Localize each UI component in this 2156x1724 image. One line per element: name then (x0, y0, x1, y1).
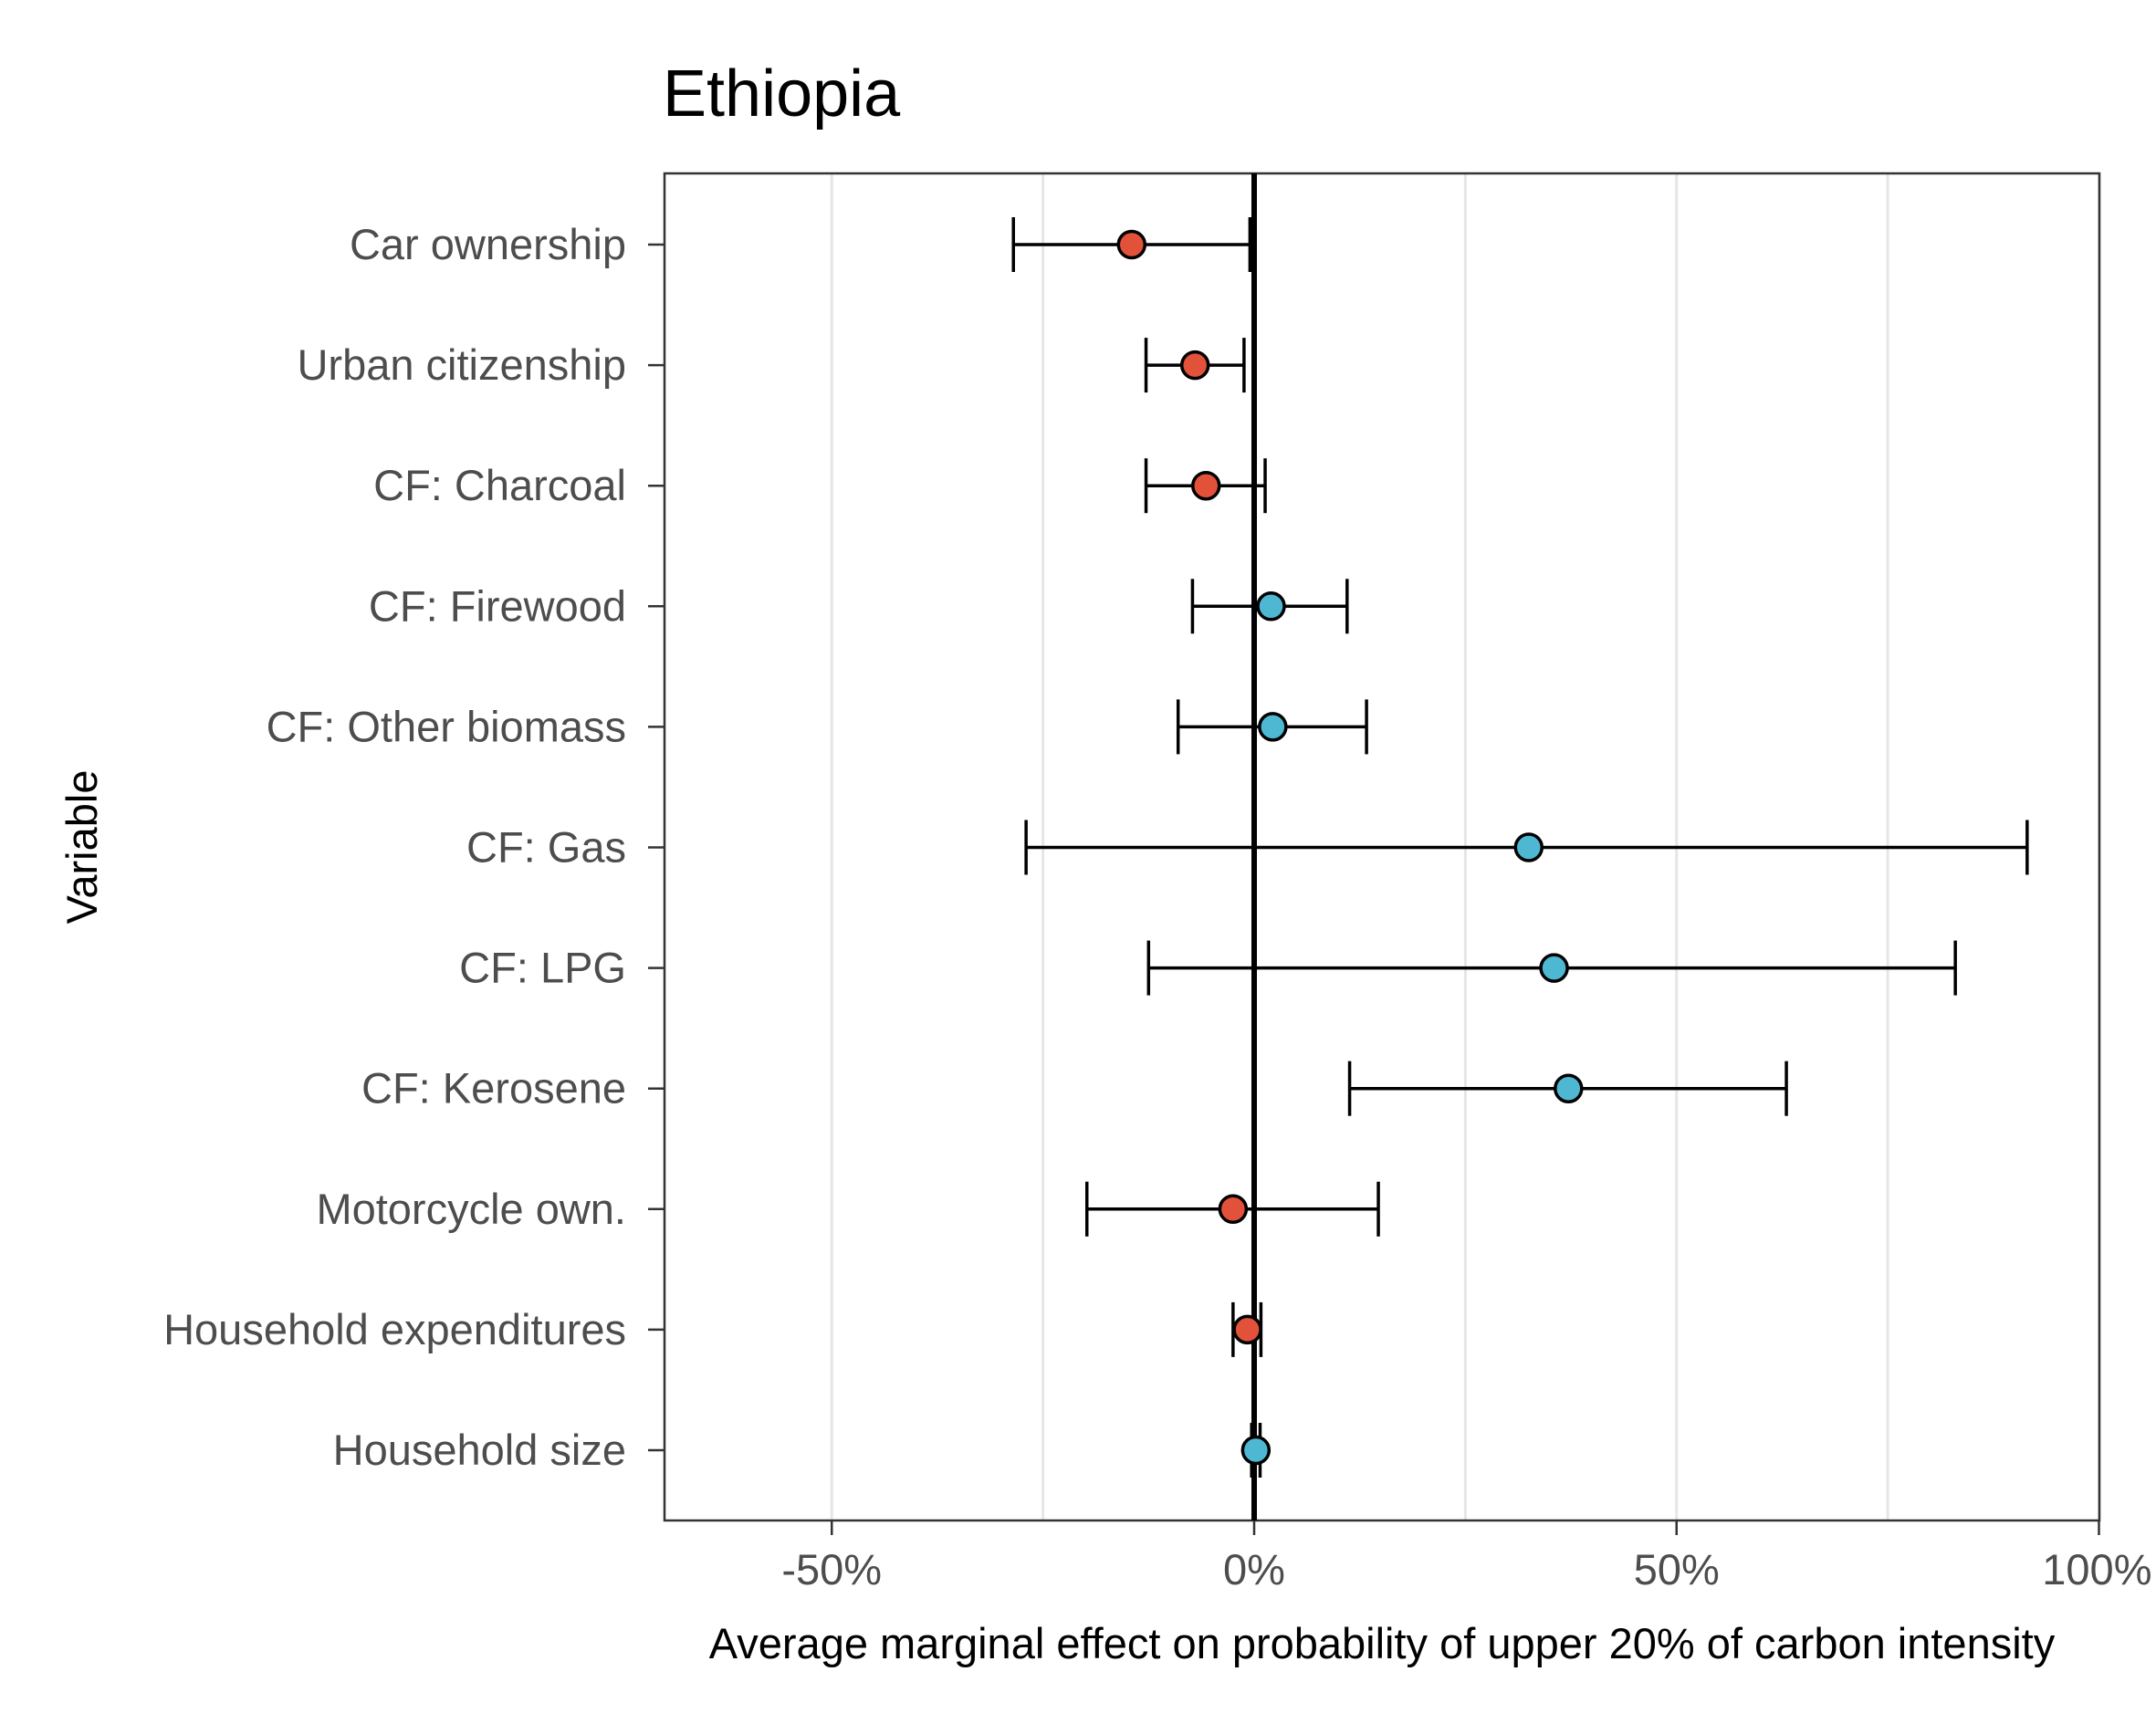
chart-title: Ethiopia (663, 57, 901, 131)
y-tick-label: CF: Gas (466, 823, 626, 872)
y-tick-label: CF: Kerosene (361, 1064, 626, 1113)
estimate-point (1539, 953, 1569, 983)
x-tick-label: 50% (1634, 1545, 1720, 1593)
estimate-point (1256, 591, 1286, 622)
x-tick-label: 100% (2042, 1545, 2151, 1593)
estimate-point (1554, 1073, 1584, 1103)
y-tick-label: Urban citizenship (297, 340, 626, 389)
y-tick-label: Household size (333, 1426, 626, 1474)
x-tick-label: 0% (1223, 1545, 1285, 1593)
estimate-point (1258, 712, 1288, 742)
estimate-points (1116, 229, 1584, 1466)
y-tick-label: CF: LPG (459, 944, 626, 992)
y-tick-label: Motorcycle own. (316, 1185, 626, 1233)
estimate-point (1179, 350, 1210, 381)
estimate-point (1116, 229, 1147, 260)
y-axis-ticks: Car ownership Urban citizenship CF: Charco… (163, 220, 665, 1474)
y-tick-label: Car ownership (350, 220, 626, 268)
y-tick-label: CF: Charcoal (373, 461, 626, 509)
x-tick-label: -50% (781, 1545, 882, 1593)
estimate-point (1240, 1435, 1272, 1466)
estimate-point (1190, 470, 1221, 501)
y-tick-label: CF: Other biomass (267, 702, 626, 750)
y-tick-label: Household expenditures (163, 1305, 626, 1353)
estimate-point (1218, 1194, 1249, 1225)
x-axis-label: Average marginal effect on probability o… (709, 1619, 2056, 1667)
y-axis-label: Variable (58, 770, 106, 925)
estimate-point (1232, 1314, 1262, 1345)
x-axis-ticks: -50% 0% 50% 100% (781, 1520, 2152, 1593)
estimate-point (1513, 832, 1544, 862)
y-tick-label: CF: Firewood (369, 581, 626, 630)
